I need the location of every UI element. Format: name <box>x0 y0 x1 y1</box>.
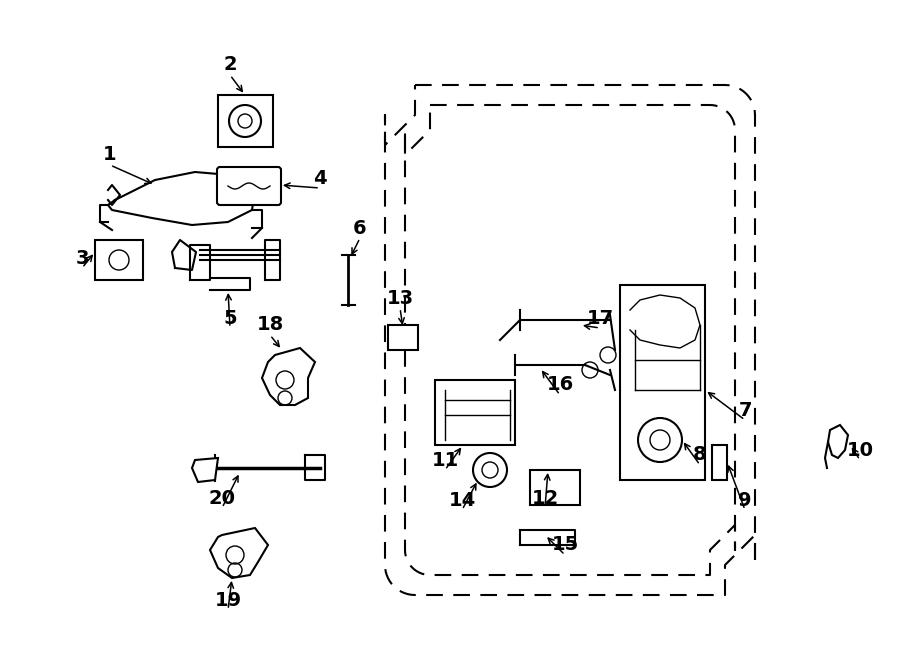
Text: 10: 10 <box>847 440 874 459</box>
Text: 14: 14 <box>448 490 475 510</box>
Bar <box>435 380 515 445</box>
Bar <box>95 240 143 280</box>
Text: 16: 16 <box>546 375 573 395</box>
Text: 15: 15 <box>552 535 579 555</box>
Bar <box>388 325 418 350</box>
Text: 7: 7 <box>738 401 752 420</box>
Text: 5: 5 <box>223 309 237 327</box>
Text: 3: 3 <box>76 249 89 268</box>
Text: 4: 4 <box>313 169 327 188</box>
Text: 1: 1 <box>104 145 117 165</box>
Polygon shape <box>828 425 848 458</box>
Bar <box>620 285 705 480</box>
Text: 11: 11 <box>431 451 459 469</box>
Text: 6: 6 <box>353 219 367 237</box>
Text: 20: 20 <box>209 488 236 508</box>
Text: 9: 9 <box>738 490 752 510</box>
FancyBboxPatch shape <box>217 167 281 205</box>
Text: 19: 19 <box>214 590 241 609</box>
Polygon shape <box>210 528 268 578</box>
Polygon shape <box>192 458 218 482</box>
Bar <box>712 445 727 480</box>
Text: 18: 18 <box>256 315 284 334</box>
Text: 12: 12 <box>531 488 559 508</box>
Text: 2: 2 <box>223 56 237 75</box>
Bar <box>530 470 580 505</box>
Circle shape <box>482 462 498 478</box>
Text: 8: 8 <box>693 446 706 465</box>
Text: 17: 17 <box>587 309 614 327</box>
Text: 13: 13 <box>386 288 414 307</box>
Bar <box>218 95 273 147</box>
Polygon shape <box>262 348 315 405</box>
